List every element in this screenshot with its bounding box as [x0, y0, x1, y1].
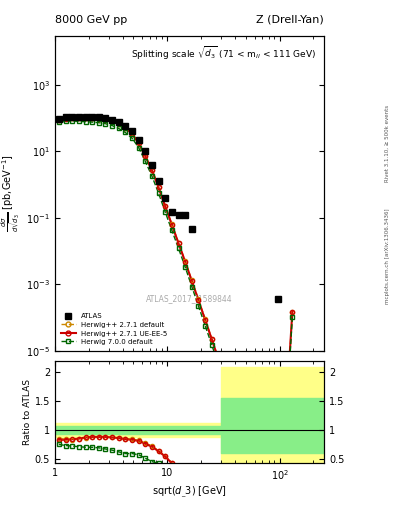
Text: Splitting scale $\sqrt{d_3}$ (71 < m$_{ll}$ < 111 GeV): Splitting scale $\sqrt{d_3}$ (71 < m$_{l…	[131, 45, 316, 62]
Text: 8000 GeV pp: 8000 GeV pp	[55, 15, 127, 25]
Y-axis label: Ratio to ATLAS: Ratio to ATLAS	[23, 379, 32, 445]
Text: mcplots.cern.ch [arXiv:1306.3436]: mcplots.cern.ch [arXiv:1306.3436]	[385, 208, 389, 304]
Text: Rivet 3.1.10, ≥ 500k events: Rivet 3.1.10, ≥ 500k events	[385, 105, 389, 182]
Legend: ATLAS, Herwig++ 2.7.1 default, Herwig++ 2.7.1 UE-EE-5, Herwig 7.0.0 default: ATLAS, Herwig++ 2.7.1 default, Herwig++ …	[59, 311, 170, 347]
Text: Z (Drell-Yan): Z (Drell-Yan)	[257, 15, 324, 25]
X-axis label: sqrt($d_{\_}$3) [GeV]: sqrt($d_{\_}$3) [GeV]	[152, 485, 227, 500]
Y-axis label: $\frac{d\sigma}{d\sqrt{d_{3}}}$ [pb,GeV$^{-1}$]: $\frac{d\sigma}{d\sqrt{d_{3}}}$ [pb,GeV$…	[0, 155, 24, 232]
Text: ATLAS_2017_I1589844: ATLAS_2017_I1589844	[146, 294, 233, 304]
